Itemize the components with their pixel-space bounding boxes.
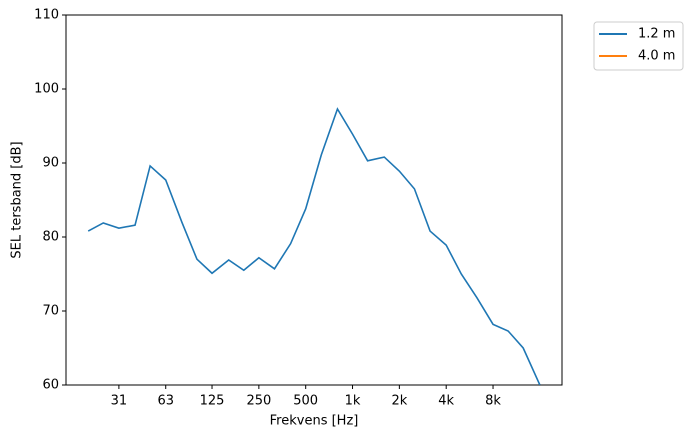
legend-label: 4.0 m (638, 49, 675, 64)
plot-frame (65, 14, 563, 386)
x-tick-label: 31 (111, 394, 128, 409)
x-tick-label: 2k (391, 394, 407, 409)
y-tick-label: 60 (42, 378, 59, 393)
x-tick-label: 125 (200, 394, 225, 409)
x-tick-label: 500 (293, 394, 318, 409)
legend-label: 1.2 m (638, 27, 675, 42)
y-tick-label: 90 (42, 156, 59, 171)
line-series (87, 107, 541, 385)
x-axis-label: Frekvens [Hz] (270, 414, 359, 429)
y-tick-label: 70 (42, 304, 59, 319)
x-tick-label: 4k (438, 394, 454, 409)
x-tick-label: 1k (345, 394, 361, 409)
y-axis-label: SEL tersband [dB] (10, 141, 25, 258)
x-tick-label: 63 (157, 394, 174, 409)
y-tick-label: 100 (34, 82, 59, 97)
x-tick-label: 250 (246, 394, 271, 409)
x-tick-label: 8k (485, 394, 501, 409)
y-tick-label: 80 (42, 230, 59, 245)
y-tick-label: 110 (34, 8, 59, 23)
